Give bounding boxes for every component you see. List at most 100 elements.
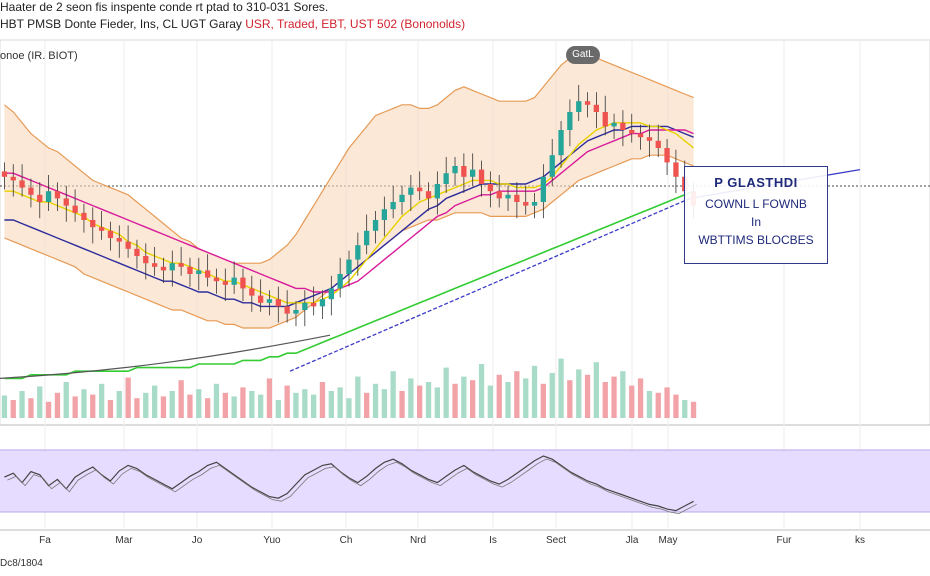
volume-bar <box>107 400 114 418</box>
candle-body <box>664 148 670 163</box>
x-tick-label: Sect <box>546 535 566 546</box>
annotation-line3: In <box>750 215 761 229</box>
candle-body <box>187 266 193 274</box>
candle-body <box>152 263 158 267</box>
volume-bar <box>249 391 255 418</box>
volume-bar <box>205 398 211 418</box>
candle-body <box>1 171 8 177</box>
oscillator-signal-line <box>7 458 697 515</box>
candle-body <box>19 180 25 188</box>
volume-bar <box>275 400 281 418</box>
volume-bar <box>611 376 617 418</box>
candle-body <box>505 194 511 199</box>
volume-bar <box>584 374 591 418</box>
volume-bars <box>1 358 697 418</box>
candle-body <box>302 302 308 310</box>
volume-bar <box>258 394 264 418</box>
candle-body <box>54 191 61 199</box>
volume-bar <box>470 380 476 418</box>
volume-bar <box>160 396 167 418</box>
volume-bar <box>240 387 246 418</box>
volume-bar <box>540 383 546 418</box>
volume-bar <box>690 401 697 418</box>
x-tick-label: Jo <box>192 535 203 546</box>
volume-bar <box>399 391 405 418</box>
volume-bar <box>417 385 423 418</box>
date-readout: Dc8/1804 <box>0 558 43 569</box>
volume-bar <box>425 382 432 418</box>
candle-body <box>558 130 564 156</box>
volume-bar <box>372 383 379 418</box>
volume-bar <box>531 365 538 418</box>
candle-body <box>63 198 69 206</box>
volume-bar <box>602 382 608 418</box>
volume-bar <box>337 387 343 418</box>
volume-bar <box>311 394 317 418</box>
candle-body <box>258 295 264 303</box>
candle-body <box>461 166 467 177</box>
candle-body <box>28 187 34 195</box>
candle-body <box>523 202 529 206</box>
x-tick-label: Nrd <box>410 535 426 546</box>
candle-body <box>443 173 449 184</box>
candle-body <box>567 112 573 130</box>
volume-bar <box>37 386 43 418</box>
volume-bar <box>152 385 158 418</box>
candle-body <box>116 238 122 242</box>
volume-bar <box>487 385 493 418</box>
candle-body <box>452 166 458 174</box>
volume-bar <box>45 401 52 418</box>
candle-body <box>231 277 237 285</box>
candle-body <box>620 122 626 130</box>
candle-body <box>311 302 317 307</box>
volume-bar <box>549 373 555 418</box>
candle-body <box>655 140 661 148</box>
candle-body <box>602 112 608 127</box>
candle-body <box>673 162 679 177</box>
candle-body <box>125 241 131 249</box>
candle-body <box>328 288 334 300</box>
volume-bar <box>646 391 653 418</box>
candle-body <box>355 245 361 260</box>
candle-body <box>10 176 16 181</box>
oscillator-pane <box>0 449 930 515</box>
candle-body <box>37 194 43 202</box>
candle-body <box>593 104 599 112</box>
candle-body <box>576 101 582 112</box>
candle-body <box>169 263 175 271</box>
annotation-title: P GLASTHDI <box>714 175 798 190</box>
bollinger-band <box>4 53 694 329</box>
volume-bar <box>19 391 25 418</box>
x-tick-label: Fa <box>39 535 51 546</box>
volume-bar <box>196 389 202 418</box>
candle-body <box>381 209 387 220</box>
candle-body <box>399 194 405 202</box>
volume-bar <box>381 389 387 418</box>
candle-body <box>629 130 635 134</box>
trend-line-dashed <box>289 197 691 372</box>
candle-body <box>45 191 52 202</box>
volume-bar <box>222 392 228 418</box>
volume-bar <box>408 378 414 418</box>
volume-bar <box>655 392 661 418</box>
candle-body <box>107 230 114 238</box>
candle-body <box>72 205 78 213</box>
candle-body <box>337 274 343 289</box>
volume-bar <box>1 395 8 418</box>
volume-bar <box>558 358 564 418</box>
annotation-box: P GLASTHDI COWNL L FOWNB In WBTTIMS BLOC… <box>684 166 828 264</box>
volume-bar <box>125 377 131 418</box>
x-tick-label: Ch <box>340 535 353 546</box>
volume-bar <box>178 380 184 418</box>
volume-bar <box>169 391 175 418</box>
volume-bar <box>364 392 370 418</box>
volume-bar <box>514 371 520 418</box>
volume-bar <box>682 400 688 418</box>
x-tick-label: May <box>659 535 678 546</box>
volume-bar <box>434 387 440 418</box>
volume-bar <box>187 394 193 418</box>
candle-body <box>319 299 326 307</box>
volume-bar <box>478 364 485 418</box>
candle-body <box>143 256 149 264</box>
volume-bar <box>523 378 529 418</box>
